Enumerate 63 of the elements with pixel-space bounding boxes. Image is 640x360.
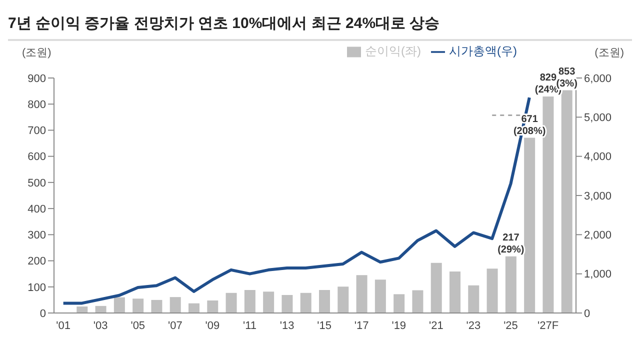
bar: [263, 292, 274, 313]
y-tick-label: 700: [28, 125, 46, 138]
bar: [356, 275, 368, 313]
bar: [207, 300, 218, 313]
x-tick-label: '03: [93, 320, 108, 332]
bar: [170, 297, 181, 313]
x-tick-label: '01: [56, 320, 70, 332]
bar: [561, 90, 572, 313]
y-tick-label: 600: [28, 151, 46, 164]
x-tick-label: '05: [130, 320, 146, 332]
bar: [132, 298, 144, 313]
bar: [394, 294, 405, 313]
bar: [486, 268, 498, 313]
bar: [188, 303, 200, 313]
bar: [282, 294, 293, 313]
y2-tick-label: 1,000: [584, 268, 612, 281]
y-tick-label: 500: [28, 177, 46, 190]
y-axis-title: (조원): [22, 46, 52, 60]
y2-tick-label: 0: [584, 308, 590, 320]
bar: [412, 290, 424, 313]
legend-label: 시가총액(우): [449, 44, 517, 58]
bar: [300, 292, 312, 313]
y2-tick-label: 3,000: [584, 190, 612, 202]
bar: [450, 271, 460, 313]
x-tick-label: '25: [504, 320, 518, 332]
bar: [244, 290, 256, 313]
legend-label: 순이익(좌): [365, 44, 421, 58]
y-tick-label: 800: [28, 99, 46, 112]
y-tick-label: 200: [28, 256, 46, 268]
x-tick-label: '09: [205, 320, 220, 332]
bar: [319, 290, 330, 313]
data-label: 217 (29%): [498, 232, 524, 256]
bar: [374, 280, 386, 313]
bar: [430, 262, 442, 313]
x-tick-label: '19: [392, 320, 406, 332]
bar: [76, 306, 88, 313]
x-tick-label: '23: [466, 320, 481, 332]
bar: [226, 292, 237, 313]
x-tick-label: '11: [242, 320, 257, 332]
y2-tick-label: 5,000: [584, 112, 612, 124]
bar: [505, 256, 516, 313]
y2-tick-label: 2,000: [584, 230, 612, 242]
bar: [468, 285, 480, 313]
y-tick-label: 0: [40, 308, 46, 320]
x-tick-label: '27F: [538, 320, 559, 332]
x-tick-label: '17: [354, 320, 369, 332]
x-tick-label: '07: [168, 320, 182, 332]
bar: [524, 138, 536, 313]
x-tick-label: '15: [317, 320, 332, 332]
bar: [95, 306, 106, 313]
bar: [338, 286, 349, 313]
x-tick-label: '21: [429, 320, 444, 332]
bar: [151, 300, 162, 313]
y-tick-label: 400: [28, 203, 46, 216]
chart-title: 7년 순이익 증가율 전망치가 연초 10%대에서 최근 24%대로 상승: [8, 8, 632, 41]
y-tick-label: 300: [28, 230, 46, 242]
y2-tick-label: 4,000: [584, 151, 612, 164]
y2-tick-label: 6,000: [584, 72, 612, 85]
y2-axis-title: (조원): [594, 46, 624, 60]
bar: [114, 297, 125, 313]
x-tick-label: '13: [280, 320, 294, 332]
y-tick-label: 100: [28, 282, 46, 294]
y-tick-label: 900: [28, 72, 46, 85]
